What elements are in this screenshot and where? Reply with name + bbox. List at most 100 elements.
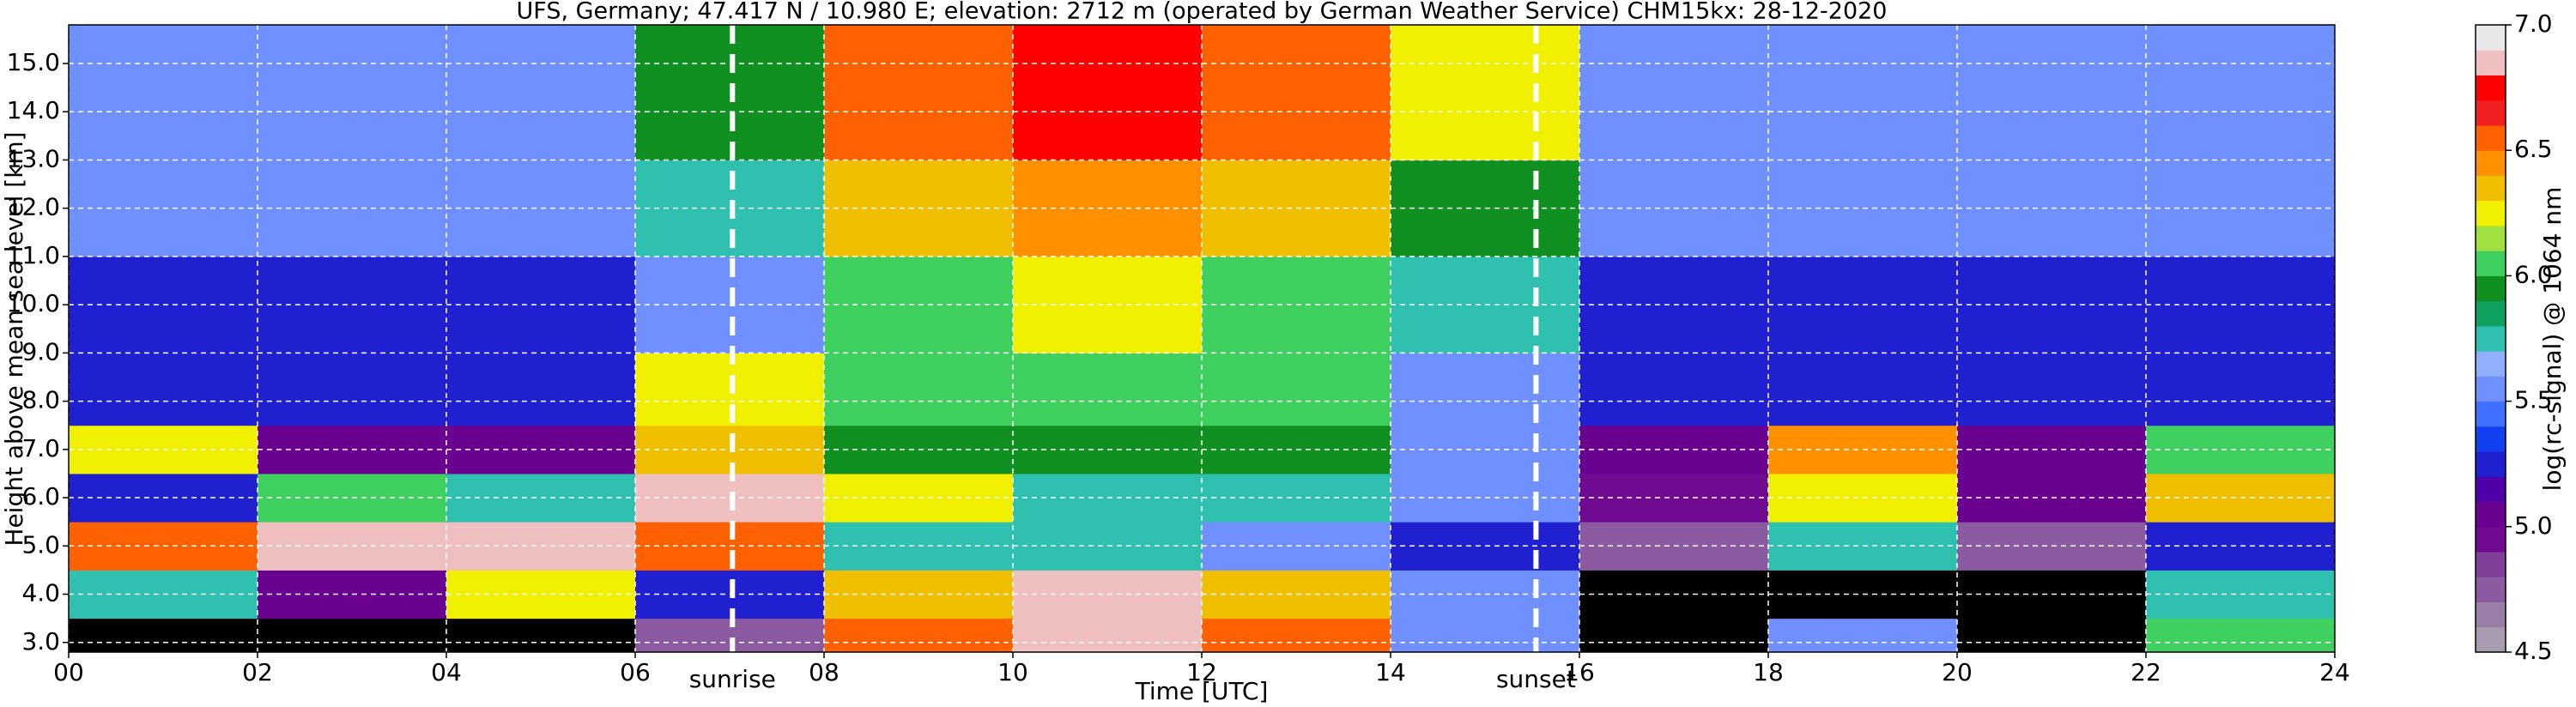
chart-title: UFS, Germany; 47.417 N / 10.980 E; eleva… <box>517 0 1888 25</box>
y-axis-label: Height above mean sea level [km] <box>0 131 28 546</box>
colorbar-swatch <box>2476 426 2506 452</box>
y-tick-label: 11.0 <box>7 241 60 269</box>
colorbar-label: log(rc-signal) @ 1064 nm <box>2538 187 2567 492</box>
colorbar-swatch <box>2476 300 2506 327</box>
x-tick-label: 00 <box>53 658 84 686</box>
x-axis-label: Time [UTC] <box>1135 677 1269 705</box>
heatmap-cell <box>446 25 636 160</box>
x-tick-label: 10 <box>997 658 1028 686</box>
heatmap-cell <box>446 353 636 426</box>
colorbar-swatch <box>2476 476 2506 503</box>
colorbar-swatch <box>2476 50 2506 76</box>
heatmap-cell <box>2146 353 2336 426</box>
colorbar-swatch <box>2476 451 2506 477</box>
plot-frame <box>68 24 2336 653</box>
y-tick-label: 14.0 <box>7 96 60 124</box>
colorbar-tick-label: 6.0 <box>2514 260 2553 288</box>
heatmap-cell <box>258 618 447 653</box>
colorbar-swatch <box>2476 325 2506 352</box>
colorbar-swatch <box>2476 200 2506 227</box>
colorbar-swatch <box>2476 150 2506 176</box>
colorbar-tick-label: 7.0 <box>2514 9 2553 38</box>
heatmap-cell <box>1768 353 1958 426</box>
x-tick-label: 12 <box>1186 658 1217 686</box>
x-tick-label: 02 <box>242 658 273 686</box>
colorbar-swatch <box>2476 626 2506 653</box>
heatmap-cell <box>69 618 258 653</box>
colorbar-tick-label: 4.5 <box>2514 637 2553 665</box>
heatmap-cell <box>1202 25 1391 160</box>
heatmap-cell <box>446 618 636 653</box>
x-tick-label: 20 <box>1942 658 1973 686</box>
heatmap-cell <box>1202 353 1391 426</box>
heatmap-cell <box>1957 618 2147 653</box>
heatmap-cell <box>69 25 258 160</box>
heatmap-cell <box>635 353 825 426</box>
colorbar-swatch <box>2476 601 2506 628</box>
heatmap-cell <box>1013 25 1203 160</box>
colorbar-swatch <box>2476 75 2506 101</box>
colorbar-frame <box>2475 24 2506 653</box>
colorbar-swatch <box>2476 552 2506 577</box>
colorbar-swatch <box>2476 124 2506 151</box>
y-tick-label: 12.0 <box>7 193 60 221</box>
heatmap-cell <box>1579 353 1769 426</box>
y-tick-label: 5.0 <box>21 530 60 559</box>
x-tick-label: 16 <box>1564 658 1595 686</box>
colorbar-swatch <box>2476 401 2506 427</box>
heatmap-cell <box>2146 25 2336 160</box>
colorbar-swatch <box>2476 275 2506 302</box>
heatmap-cell <box>1957 25 2147 160</box>
heatmap-cell <box>1768 25 1958 160</box>
y-tick-label: 3.0 <box>21 627 60 656</box>
y-tick-label: 7.0 <box>21 434 60 462</box>
heatmap-cell <box>1957 353 2147 426</box>
colorbar-swatch <box>2476 251 2506 276</box>
colorbar-swatch <box>2476 100 2506 126</box>
y-tick-label: 9.0 <box>21 337 60 366</box>
annotation-label: sunrise <box>689 665 776 693</box>
colorbar-swatch <box>2476 351 2506 377</box>
heatmap-cell <box>1391 25 1580 160</box>
x-tick-label: 04 <box>431 658 462 686</box>
y-tick-label: 13.0 <box>7 144 60 172</box>
colorbar-tick-label: 5.5 <box>2514 386 2553 414</box>
heatmap-cell <box>824 618 1014 653</box>
heatmap-cell <box>635 25 825 160</box>
heatmap-cell <box>1202 618 1391 653</box>
heatmap-cell <box>1013 618 1203 653</box>
heatmap-cell <box>1579 25 1769 160</box>
heatmap-cell <box>1391 618 1580 653</box>
x-tick-label: 22 <box>2131 658 2161 686</box>
heatmap-cell <box>635 618 825 653</box>
colorbar-swatch <box>2476 526 2506 553</box>
x-tick-label: 06 <box>620 658 651 686</box>
colorbar-swatch <box>2476 225 2506 251</box>
heatmap-cell <box>1768 618 1958 653</box>
colorbar-swatch <box>2476 25 2506 51</box>
y-tick-label: 6.0 <box>21 482 60 511</box>
y-tick-label: 4.0 <box>21 579 60 607</box>
x-tick-label: 14 <box>1375 658 1406 686</box>
colorbar-swatch <box>2476 501 2506 528</box>
heatmap-cell <box>1579 618 1769 653</box>
colorbar-swatch <box>2476 376 2506 402</box>
heatmap-cell <box>258 25 447 160</box>
annotation-label: sunset <box>1496 665 1576 693</box>
x-tick-label: 18 <box>1753 658 1784 686</box>
heatmap-cell <box>69 353 258 426</box>
x-tick-label: 24 <box>2319 658 2350 686</box>
y-tick-label: 8.0 <box>21 386 60 414</box>
heatmap-cell <box>2146 618 2336 653</box>
colorbar-tick-label: 6.5 <box>2514 135 2553 163</box>
heatmap-cell <box>1013 353 1203 426</box>
heatmap-cell <box>824 25 1014 160</box>
colorbar-tick-label: 5.0 <box>2514 511 2553 540</box>
colorbar-swatch <box>2476 175 2506 202</box>
colorbar-swatch <box>2476 577 2506 603</box>
heatmap-cell <box>824 353 1014 426</box>
heatmap-cell <box>1391 353 1580 426</box>
heatmap-cell <box>258 353 447 426</box>
y-tick-label: 10.0 <box>7 289 60 317</box>
